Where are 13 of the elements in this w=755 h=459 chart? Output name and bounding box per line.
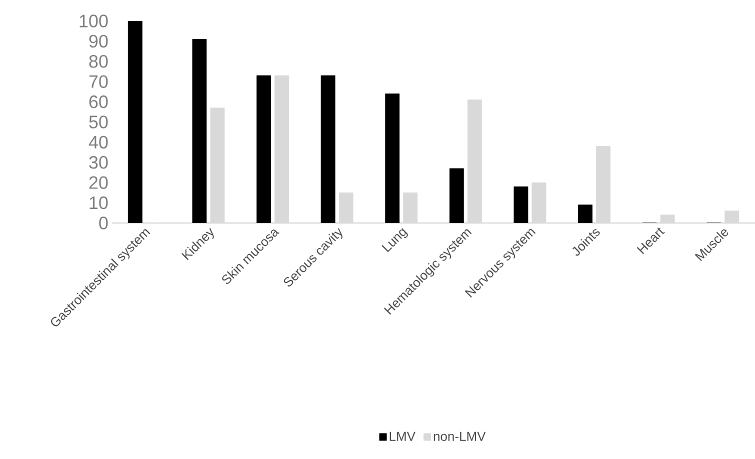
y-tick-label: 70 <box>89 75 108 88</box>
y-tick-label: 0 <box>99 216 108 230</box>
y-tick-label: 50 <box>89 116 108 128</box>
y-tick-label: 30 <box>89 156 108 169</box>
y-tick-label: 20 <box>89 176 108 189</box>
y-tick-label: 40 <box>88 136 108 149</box>
y-tick-label: 100 <box>80 14 108 28</box>
y-tick-label: 90 <box>89 34 108 48</box>
y-tick-label: 80 <box>89 55 108 68</box>
legend-label: LMV <box>390 432 416 441</box>
y-tick-label: 10 <box>90 196 108 210</box>
y-tick-label: 60 <box>89 95 108 108</box>
legend-label: non-LMV <box>434 432 486 441</box>
